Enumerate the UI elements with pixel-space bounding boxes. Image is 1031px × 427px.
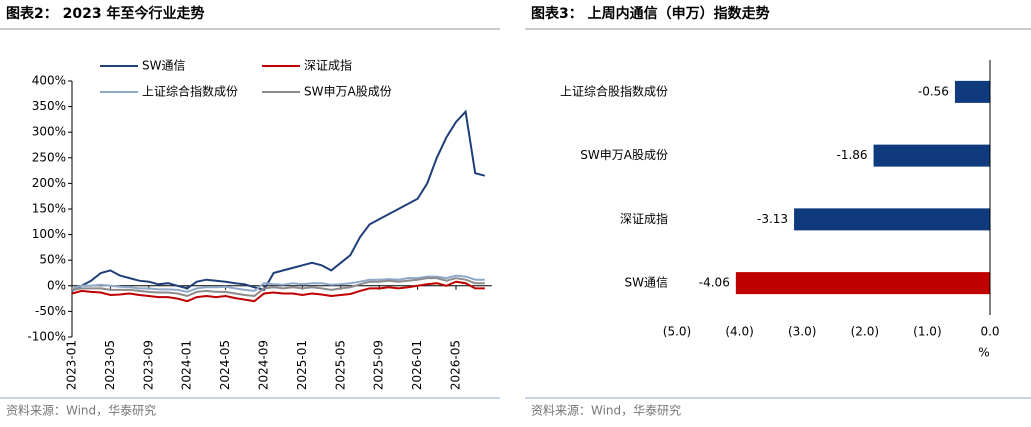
series-line <box>71 280 485 303</box>
bar <box>794 208 990 231</box>
category-label: SW通信 <box>625 276 668 290</box>
value-label: -4.06 <box>699 276 730 290</box>
y-tick-label: 350% <box>32 99 66 113</box>
chart-title: 图表3： 上周内通信（申万）指数走势 <box>531 5 770 22</box>
x-tick-label: 2025-01 <box>295 340 309 390</box>
y-tick-label: 200% <box>32 176 66 190</box>
y-tick-label: -100% <box>27 330 66 344</box>
x-tick-label: 2026-05 <box>449 340 463 390</box>
x-tick-label: 0.0 <box>980 325 999 339</box>
bar <box>954 80 990 103</box>
x-tick-label: 2023-01 <box>65 340 79 390</box>
legend-label: SW申万A股成份 <box>304 85 392 99</box>
source: 资料来源：Wind，华泰研究 <box>531 403 681 418</box>
source: 资料来源：Wind，华泰研究 <box>6 403 156 418</box>
chart-title: 图表2： 2023 年至今行业走势 <box>6 5 204 22</box>
bar <box>735 272 990 295</box>
value-label: -0.56 <box>918 84 949 98</box>
series-line <box>71 109 486 292</box>
y-tick-label: 150% <box>32 202 66 216</box>
category-label: SW申万A股成份 <box>580 148 668 162</box>
value-label: -1.86 <box>837 148 868 162</box>
bar <box>873 144 990 167</box>
x-tick-label: (2.0) <box>851 325 879 339</box>
x-tick-label: (1.0) <box>913 325 941 339</box>
y-tick-label: 250% <box>32 150 66 164</box>
y-tick-label: 300% <box>32 125 66 139</box>
x-tick-label: (5.0) <box>663 325 691 339</box>
x-tick-label: 2026-01 <box>410 340 424 390</box>
series-line <box>71 274 485 293</box>
series-line <box>71 277 485 298</box>
y-tick-label: 50% <box>39 253 66 267</box>
x-tick-label: 2025-09 <box>372 340 386 390</box>
category-label: 深证成指 <box>620 211 668 226</box>
x-tick-label: 2024-09 <box>257 340 271 390</box>
x-tick-label: (4.0) <box>725 325 753 339</box>
legend-label: 深证成指 <box>304 58 352 73</box>
x-tick-label: (3.0) <box>788 325 816 339</box>
y-tick-label: 0% <box>47 278 66 292</box>
legend-label: SW通信 <box>142 59 185 73</box>
x-tick-label: 2023-05 <box>103 340 117 390</box>
x-tick-label: 2025-05 <box>333 340 347 390</box>
value-label: -3.13 <box>757 212 788 226</box>
x-tick-label: 2023-09 <box>141 340 155 390</box>
y-tick-label: 100% <box>32 227 66 241</box>
x-tick-label: 2024-05 <box>218 340 232 390</box>
y-tick-label: -50% <box>35 304 66 318</box>
x-tick-label: 2024-01 <box>180 340 194 390</box>
legend-label: 上证综合指数成份 <box>142 84 238 99</box>
y-tick-label: 400% <box>32 74 66 88</box>
x-axis-label: % <box>978 346 989 360</box>
category-label: 上证综合股指数成份 <box>560 83 668 98</box>
